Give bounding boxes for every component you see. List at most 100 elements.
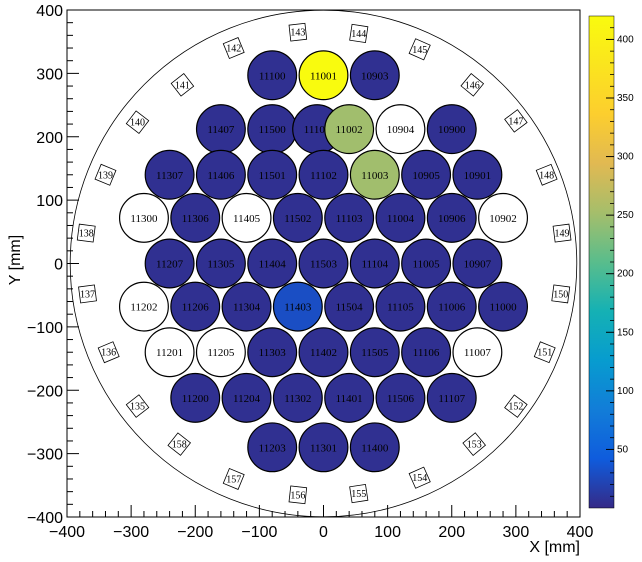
cell-circle bbox=[324, 104, 375, 155]
crystal-cell: 11501 bbox=[247, 149, 298, 200]
crystal-cell: 11405 bbox=[221, 192, 272, 243]
pmt-box bbox=[125, 394, 150, 418]
cell-circle bbox=[324, 372, 375, 423]
cell-id: 11006 bbox=[438, 302, 466, 314]
pmt-label: 148 bbox=[535, 163, 558, 186]
cell-circle bbox=[195, 149, 246, 200]
cell-circle bbox=[247, 238, 298, 289]
pmt-label: 153 bbox=[462, 432, 487, 456]
crystal-cell: 11007 bbox=[452, 327, 503, 378]
cell-id: 11305 bbox=[207, 259, 235, 271]
cell-id: 10903 bbox=[361, 70, 389, 82]
cell-circle bbox=[195, 238, 246, 289]
pmt-label-layer: 143 144 142 145 141 146 140 147 139 148 138 149 137 1… bbox=[76, 22, 572, 505]
cell-circle bbox=[221, 281, 272, 332]
crystal-cell: 11403 bbox=[272, 281, 323, 332]
cell-id: 11005 bbox=[413, 259, 441, 271]
crystal-cell: 11402 bbox=[298, 327, 349, 378]
cell-id: 11206 bbox=[182, 302, 210, 314]
cell-id: 11207 bbox=[156, 259, 184, 271]
pmt-label: 157 bbox=[222, 468, 245, 490]
pmt-label: 146 bbox=[460, 72, 485, 97]
cell-id: 11003 bbox=[361, 170, 389, 182]
crystal-cell: 11006 bbox=[426, 281, 477, 332]
cell-layer: 11100 11001 10903 11407 11500 11101 11002 10904… bbox=[118, 50, 529, 473]
pmt-id: 154 bbox=[412, 473, 427, 484]
pmt-id: 137 bbox=[80, 289, 95, 300]
cell-circle bbox=[452, 149, 503, 200]
pmt-box bbox=[288, 485, 308, 505]
cell-id: 11500 bbox=[259, 124, 287, 136]
crystal-cell: 11300 bbox=[118, 192, 169, 243]
cell-id: 11000 bbox=[490, 302, 518, 314]
crystal-cell: 11500 bbox=[247, 104, 298, 155]
crystal-cell: 11003 bbox=[349, 149, 400, 200]
crystal-cell: 10906 bbox=[426, 192, 477, 243]
cell-circle bbox=[272, 281, 323, 332]
pmt-box bbox=[170, 72, 195, 97]
x-tick-label: −200 bbox=[177, 524, 213, 541]
cell-id: 10902 bbox=[489, 213, 517, 225]
pmt-label: 136 bbox=[97, 341, 120, 364]
crystal-cell: 10904 bbox=[375, 104, 426, 155]
colorbar-tick-label: 150 bbox=[617, 327, 634, 338]
crystal-cell: 11001 bbox=[298, 50, 349, 101]
cell-id: 11205 bbox=[207, 347, 235, 359]
cell-circle bbox=[170, 281, 221, 332]
colorbar-tick-label: 350 bbox=[617, 93, 634, 104]
y-tick-label: 300 bbox=[36, 66, 63, 83]
pmt-label: 137 bbox=[78, 284, 97, 304]
cell-circle bbox=[221, 192, 272, 243]
x-tick-label: 0 bbox=[319, 524, 328, 541]
crystal-cell: 11401 bbox=[324, 372, 375, 423]
cell-id: 11204 bbox=[233, 393, 261, 405]
cell-circle bbox=[170, 192, 221, 243]
crystal-cell: 11202 bbox=[118, 281, 169, 332]
colorbar-tick-label: 300 bbox=[617, 152, 634, 163]
colorbar-tick-label: 200 bbox=[617, 269, 634, 280]
pmt-box bbox=[97, 341, 120, 364]
cell-circle bbox=[118, 192, 169, 243]
cell-circle bbox=[272, 372, 323, 423]
cell-id: 11405 bbox=[233, 213, 261, 225]
cell-circle bbox=[144, 238, 195, 289]
crystal-cell: 10905 bbox=[401, 149, 452, 200]
cell-id: 10907 bbox=[464, 259, 492, 271]
x-tick-label: 200 bbox=[438, 524, 465, 541]
pmt-id: 148 bbox=[539, 170, 554, 181]
pmt-id: 135 bbox=[130, 402, 145, 413]
crystal-cell: 11000 bbox=[478, 281, 529, 332]
cell-id: 11107 bbox=[438, 393, 465, 405]
y-tick-label: −200 bbox=[27, 383, 63, 400]
y-tick-label: 400 bbox=[36, 3, 63, 20]
pmt-id: 140 bbox=[130, 118, 145, 129]
cell-circle bbox=[375, 281, 426, 332]
crystal-cell: 11307 bbox=[144, 149, 195, 200]
cell-circle bbox=[401, 149, 452, 200]
cell-id: 11400 bbox=[361, 442, 389, 454]
pmt-id: 152 bbox=[508, 402, 523, 413]
pmt-label: 158 bbox=[167, 432, 192, 456]
pmt-id: 156 bbox=[290, 490, 305, 501]
cell-id: 11406 bbox=[207, 170, 235, 182]
cell-id: 11401 bbox=[336, 393, 363, 405]
crystal-cell: 11306 bbox=[170, 192, 221, 243]
pmt-box bbox=[125, 110, 150, 134]
cell-id: 11503 bbox=[310, 259, 338, 271]
cell-circle bbox=[118, 281, 169, 332]
cell-circle bbox=[144, 327, 195, 378]
cell-id: 11402 bbox=[310, 347, 337, 359]
crystal-cell: 11103 bbox=[324, 192, 375, 243]
pmt-box bbox=[349, 23, 369, 44]
cell-id: 11103 bbox=[336, 213, 363, 225]
crystal-cell: 10903 bbox=[349, 50, 400, 101]
cell-id: 11307 bbox=[156, 170, 184, 182]
pmt-label: 149 bbox=[552, 223, 572, 243]
colorbar-tick-label: 250 bbox=[617, 210, 634, 221]
cell-circle bbox=[298, 422, 349, 473]
cell-circle bbox=[478, 281, 529, 332]
cell-id: 10904 bbox=[387, 124, 415, 136]
cell-circle bbox=[170, 372, 221, 423]
cell-circle bbox=[349, 422, 400, 473]
cell-id: 11102 bbox=[310, 170, 337, 182]
